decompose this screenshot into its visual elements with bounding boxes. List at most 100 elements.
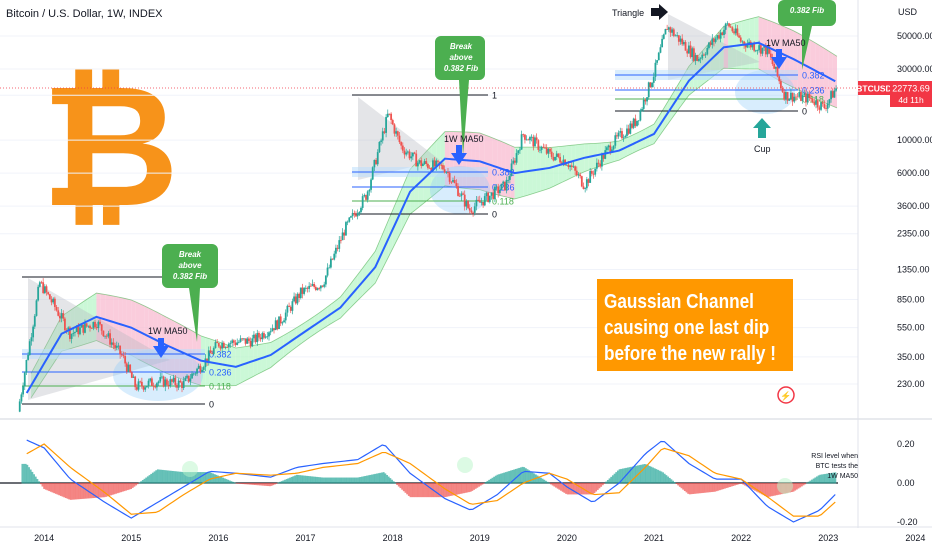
- candle-body: [249, 340, 252, 347]
- osc-histogram-bar: [585, 483, 588, 495]
- osc-histogram-bar: [232, 481, 235, 484]
- osc-histogram-bar: [730, 483, 733, 487]
- osc-histogram-bar: [173, 471, 176, 484]
- osc-histogram-bar: [125, 483, 127, 491]
- candle-body: [229, 342, 232, 344]
- candle-body: [258, 332, 260, 338]
- svg-text:1W MA50: 1W MA50: [148, 326, 188, 336]
- candle-body: [212, 348, 215, 354]
- candle-body: [385, 116, 387, 133]
- candle-body: [241, 338, 244, 340]
- osc-histogram-bar: [235, 483, 238, 484]
- svg-text:above: above: [178, 261, 202, 270]
- osc-histogram-bar: [663, 473, 666, 484]
- candle-body: [179, 380, 182, 383]
- ma50-label-2023: 1W MA50: [766, 38, 806, 69]
- osc-histogram-bar: [511, 470, 514, 484]
- osc-histogram-bar: [503, 472, 506, 484]
- osc-histogram-bar: [309, 476, 311, 484]
- candle-body: [18, 401, 21, 412]
- candle-body: [38, 282, 41, 287]
- osc-histogram-bar: [98, 483, 101, 498]
- osc-histogram-bar: [78, 483, 81, 500]
- osc-histogram-bar: [294, 475, 296, 484]
- candle-body: [716, 35, 719, 39]
- candle-body: [644, 99, 647, 102]
- time-tick-label: 2022: [731, 533, 751, 543]
- candle-body: [587, 179, 590, 183]
- svg-text:22773.69: 22773.69: [892, 84, 930, 94]
- candle-body: [706, 47, 709, 55]
- candle-body: [634, 118, 637, 126]
- candle-body: [488, 195, 491, 202]
- time-tick-label: 2023: [818, 533, 838, 543]
- candle-body: [507, 179, 510, 181]
- osc-histogram-bar: [436, 483, 439, 498]
- candle-body: [495, 186, 498, 188]
- candle-body: [326, 267, 329, 276]
- osc-histogram-bar: [807, 481, 810, 484]
- candle-body: [534, 137, 536, 147]
- candle-body: [483, 196, 486, 206]
- time-axis[interactable]: 2014 2015 2016 2017 2018 2019 2020 2021 2022 2023…: [34, 533, 925, 543]
- osc-histogram-bar: [257, 483, 260, 486]
- osc-histogram-bar: [182, 472, 184, 484]
- candle-body: [806, 93, 809, 103]
- osc-histogram-bar: [620, 468, 623, 484]
- candle-body: [411, 152, 414, 157]
- candle-body: [365, 195, 367, 200]
- candle-body: [524, 134, 526, 140]
- candle-body: [353, 212, 356, 215]
- candle-body: [743, 41, 745, 45]
- candle-body: [529, 137, 531, 141]
- osc-histogram-bar: [411, 483, 414, 498]
- osc-histogram-bar: [683, 483, 686, 492]
- svg-text:0.382 Fib: 0.382 Fib: [444, 64, 478, 73]
- fib-level-label: 0.118: [492, 197, 514, 207]
- osc-histogram-bar: [207, 472, 209, 484]
- candle-body: [156, 383, 158, 388]
- osc-histogram-bar: [93, 483, 96, 498]
- osc-histogram-bar: [64, 483, 67, 499]
- osc-histogram-bar: [672, 480, 674, 484]
- oscillator-axis[interactable]: 0.20 0.00 -0.20: [897, 439, 918, 527]
- time-tick-label: 2020: [557, 533, 577, 543]
- osc-histogram-bar: [478, 483, 480, 487]
- osc-histogram-bar: [200, 472, 203, 484]
- osc-histogram-bar: [41, 483, 44, 487]
- candle-body: [795, 96, 797, 98]
- candle-body: [234, 342, 237, 345]
- osc-histogram-bar: [772, 483, 775, 496]
- candle-body: [219, 346, 222, 349]
- osc-histogram-bar: [799, 483, 802, 488]
- candle-body: [415, 153, 418, 167]
- osc-histogram-bar: [208, 472, 211, 484]
- osc-histogram-bar: [374, 473, 377, 484]
- svg-text:0.382 Fib: 0.382 Fib: [173, 272, 207, 281]
- osc-histogram-bar: [327, 477, 330, 484]
- candle-body: [746, 44, 749, 48]
- candle-body: [420, 160, 423, 167]
- price-axis[interactable]: USD 50000.0030000.0020000.0010000.006000…: [897, 7, 932, 389]
- candle-body: [192, 373, 195, 375]
- candle-body: [403, 150, 406, 155]
- tradingview-logo-icon[interactable]: ⚡: [777, 386, 795, 404]
- candle-body: [227, 343, 230, 348]
- candle-body: [485, 192, 488, 197]
- osc-histogram-bar: [417, 483, 420, 498]
- candle-body: [269, 331, 272, 333]
- candle-body: [331, 258, 334, 260]
- osc-histogram-bar: [498, 474, 501, 484]
- candle-body: [654, 62, 657, 77]
- osc-histogram-bar: [240, 483, 243, 484]
- osc-histogram-bar: [88, 483, 91, 499]
- osc-histogram-bar: [332, 477, 335, 484]
- candle-body: [632, 118, 635, 128]
- osc-histogram-bar: [734, 483, 736, 486]
- osc-histogram-bar: [141, 480, 144, 484]
- osc-histogram-bar: [494, 475, 497, 484]
- osc-histogram-bar: [56, 483, 59, 495]
- osc-histogram-bar: [695, 483, 698, 494]
- candle-body: [796, 96, 799, 98]
